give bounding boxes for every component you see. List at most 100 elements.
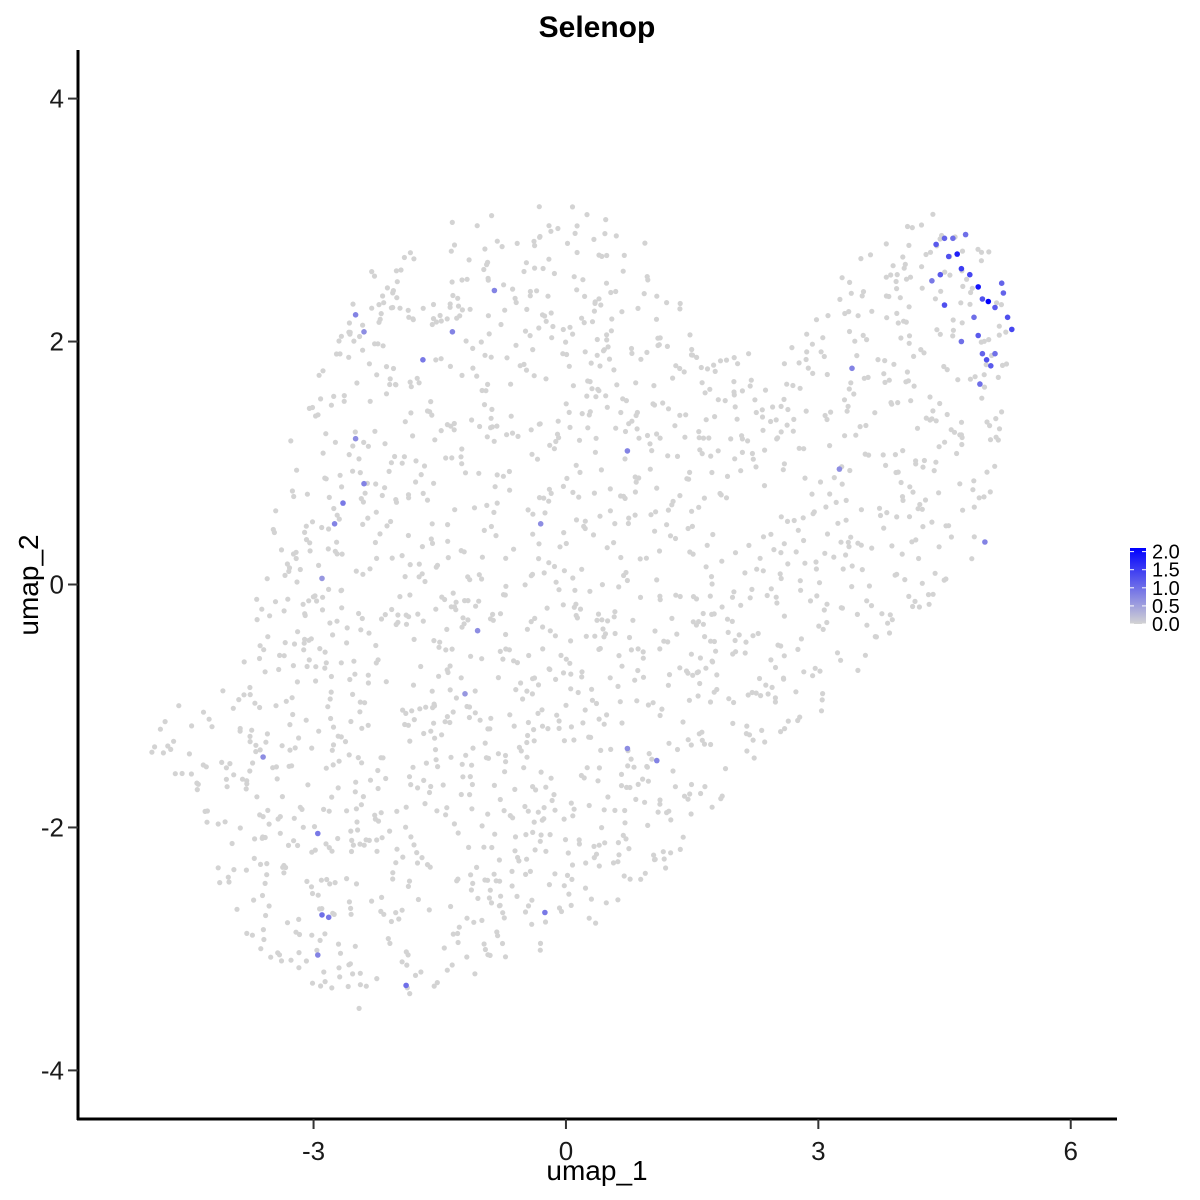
cell-point xyxy=(278,547,285,553)
cell-point xyxy=(768,418,774,425)
cell-point xyxy=(651,402,658,408)
cell-point xyxy=(730,651,736,657)
cell-point xyxy=(718,796,724,802)
cell-point xyxy=(365,722,371,728)
cell-point xyxy=(488,715,494,721)
cell-point xyxy=(394,808,400,814)
cell-point xyxy=(986,337,992,343)
cell-point xyxy=(397,305,403,311)
cell-point xyxy=(424,497,431,503)
cell-point xyxy=(562,837,569,843)
cell-point xyxy=(849,584,855,590)
cell-point xyxy=(596,252,602,258)
cell-point xyxy=(592,633,598,639)
cell-point xyxy=(813,559,819,565)
cell-point xyxy=(801,537,807,544)
cell-point xyxy=(309,519,316,525)
cell-point xyxy=(360,322,366,328)
cell-point xyxy=(522,328,529,334)
cell-point xyxy=(296,735,302,741)
cell-point xyxy=(778,575,784,582)
cell-point xyxy=(448,248,454,254)
cell-point xyxy=(655,809,661,815)
cell-point xyxy=(383,775,389,782)
cell-point xyxy=(375,785,381,792)
cell-point xyxy=(633,380,639,386)
cell-point xyxy=(359,760,365,766)
cell-point xyxy=(672,423,678,429)
cell-point xyxy=(876,505,883,511)
cell-point xyxy=(802,475,808,481)
cell-point xyxy=(437,639,443,645)
cell-point xyxy=(596,863,602,869)
cell-point xyxy=(325,704,331,710)
color-legend: 2.01.51.00.50.0 xyxy=(1130,542,1180,636)
cell-point xyxy=(477,423,483,430)
cell-point xyxy=(971,504,977,510)
cell-point xyxy=(420,305,426,311)
cell-point xyxy=(927,249,934,255)
cell-point xyxy=(447,363,453,369)
expressing-cell-point xyxy=(937,271,944,278)
cell-point xyxy=(800,515,806,521)
cell-point xyxy=(528,427,534,433)
cell-point xyxy=(294,579,300,585)
cell-point xyxy=(393,497,399,503)
cell-point xyxy=(696,619,702,625)
cell-point xyxy=(556,718,562,724)
cell-point xyxy=(722,766,729,772)
cell-point xyxy=(560,326,566,333)
cell-point xyxy=(971,478,977,484)
cell-point xyxy=(444,316,450,322)
cell-point xyxy=(633,796,639,803)
cell-point xyxy=(913,458,919,464)
cell-point xyxy=(496,857,502,863)
cell-point xyxy=(365,443,371,449)
cell-point xyxy=(824,416,830,423)
cell-point xyxy=(701,495,708,501)
cell-point xyxy=(609,316,615,322)
expressing-cell-point xyxy=(982,539,988,545)
cell-point xyxy=(373,509,379,515)
cell-point xyxy=(694,354,700,360)
cell-point xyxy=(765,691,771,697)
cell-point xyxy=(1003,329,1009,335)
cell-point xyxy=(341,398,347,404)
cell-point xyxy=(615,859,621,865)
expressing-cell-point xyxy=(537,521,544,527)
cell-point xyxy=(417,706,423,712)
cell-point xyxy=(456,924,462,930)
expressing-cell-point xyxy=(352,312,359,318)
cell-point xyxy=(622,428,629,435)
cell-point xyxy=(781,541,787,547)
cell-point xyxy=(465,598,471,604)
cell-point xyxy=(365,672,371,678)
cell-point xyxy=(719,604,725,610)
cell-point xyxy=(593,700,600,707)
cell-point xyxy=(934,327,940,333)
cell-point xyxy=(906,333,913,339)
cell-point xyxy=(455,295,461,301)
cell-point xyxy=(912,598,918,605)
cell-point xyxy=(339,605,345,611)
cell-point xyxy=(568,724,575,730)
cell-point xyxy=(455,830,461,836)
cell-point xyxy=(296,916,302,923)
expressing-cell-point xyxy=(1009,326,1015,333)
cell-point xyxy=(807,598,814,604)
cell-point xyxy=(968,289,974,296)
cell-point xyxy=(593,851,600,857)
cell-point xyxy=(594,352,600,358)
cell-point xyxy=(626,846,632,852)
cell-point xyxy=(522,582,528,588)
expressing-cell-point xyxy=(992,304,998,311)
cell-point xyxy=(326,494,332,500)
cell-point xyxy=(547,628,553,634)
cell-point xyxy=(474,223,480,229)
cell-point xyxy=(825,313,831,319)
cell-point xyxy=(816,580,823,586)
cell-point xyxy=(696,504,702,510)
cell-point xyxy=(422,801,428,807)
cell-point xyxy=(424,862,431,868)
cell-point xyxy=(960,283,966,289)
